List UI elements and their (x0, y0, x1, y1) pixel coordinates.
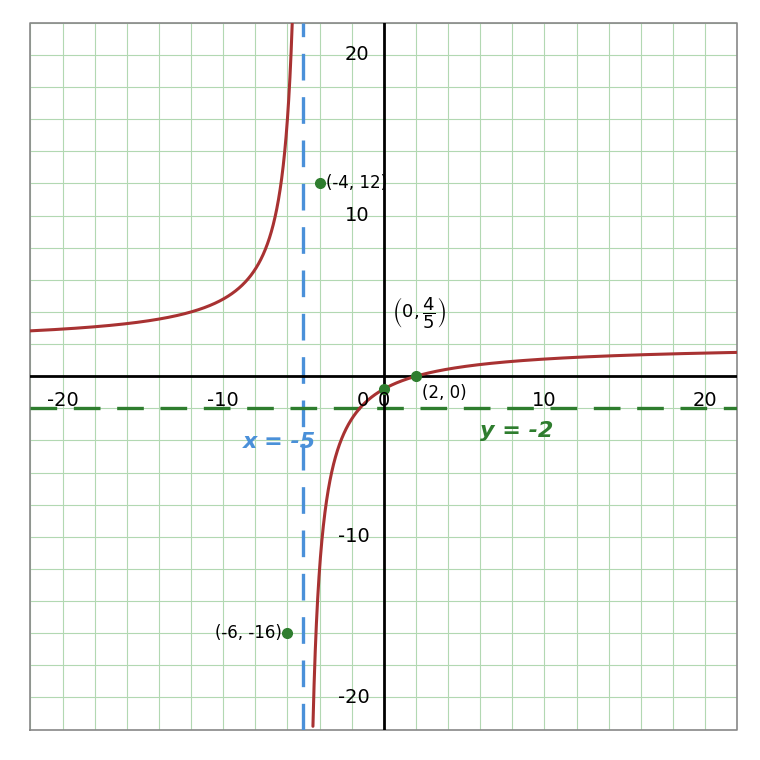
Text: y = -2: y = -2 (480, 421, 553, 442)
Text: -20: -20 (46, 391, 78, 410)
Text: $\left(0,\dfrac{4}{5}\right)$: $\left(0,\dfrac{4}{5}\right)$ (392, 296, 445, 331)
Text: 20: 20 (693, 391, 717, 410)
Text: 0: 0 (357, 391, 369, 410)
Text: 10: 10 (345, 206, 369, 225)
Text: 0: 0 (378, 391, 390, 410)
Text: -20: -20 (337, 688, 369, 707)
Text: (2, 0): (2, 0) (423, 385, 467, 402)
Text: x = -5: x = -5 (242, 432, 315, 452)
Text: (-4, 12): (-4, 12) (326, 175, 387, 192)
Text: 10: 10 (532, 391, 557, 410)
Text: -10: -10 (207, 391, 239, 410)
Text: (-6, -16): (-6, -16) (215, 624, 282, 642)
Text: -10: -10 (337, 527, 369, 546)
Text: 20: 20 (345, 46, 369, 65)
